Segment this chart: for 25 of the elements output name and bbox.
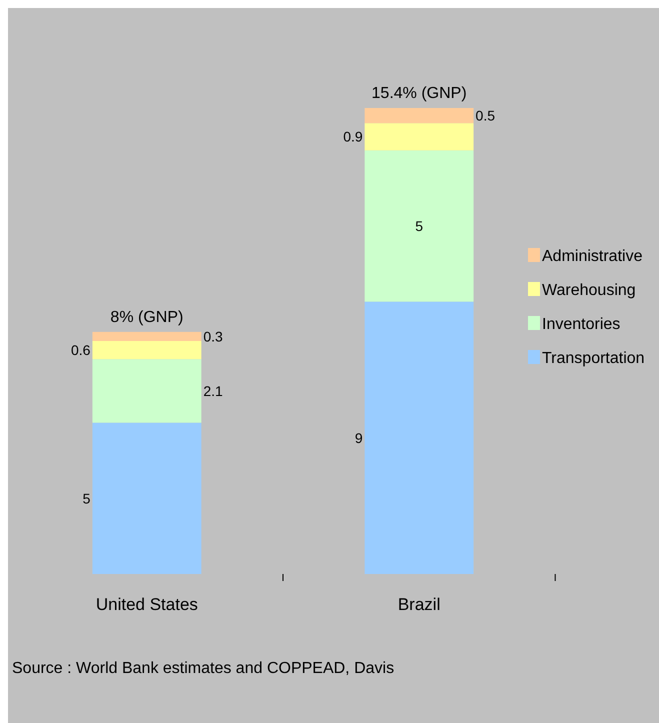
data-label: 9 xyxy=(354,430,363,446)
data-label: 0.5 xyxy=(476,108,496,124)
bar xyxy=(92,359,202,423)
bar xyxy=(92,422,202,574)
total-label: 15.4% (GNP) xyxy=(372,85,467,102)
data-label: 5 xyxy=(415,218,424,234)
data-label: 2.1 xyxy=(203,382,224,399)
source-note: Source : World Bank estimates and COPPEAD, Davis xyxy=(12,660,394,677)
x-tick-label: Brazil xyxy=(398,595,440,614)
legend-label: Warehousing xyxy=(542,282,636,299)
bar xyxy=(364,150,474,302)
legend-label: Transportation xyxy=(542,350,645,367)
x-tick-label: United States xyxy=(96,595,198,614)
bar xyxy=(92,332,202,341)
data-label: 0.3 xyxy=(203,328,224,344)
legend-label: Inventories xyxy=(542,316,620,333)
total-label: 8% (GNP) xyxy=(110,308,184,326)
data-label: 0.9 xyxy=(343,128,363,145)
bar xyxy=(92,341,202,360)
data-label: 0.6 xyxy=(70,342,91,358)
bar xyxy=(364,108,474,124)
legend-label: Administrative xyxy=(542,248,643,265)
bar xyxy=(364,302,474,574)
bar xyxy=(364,123,474,150)
data-label: 5 xyxy=(82,490,91,506)
